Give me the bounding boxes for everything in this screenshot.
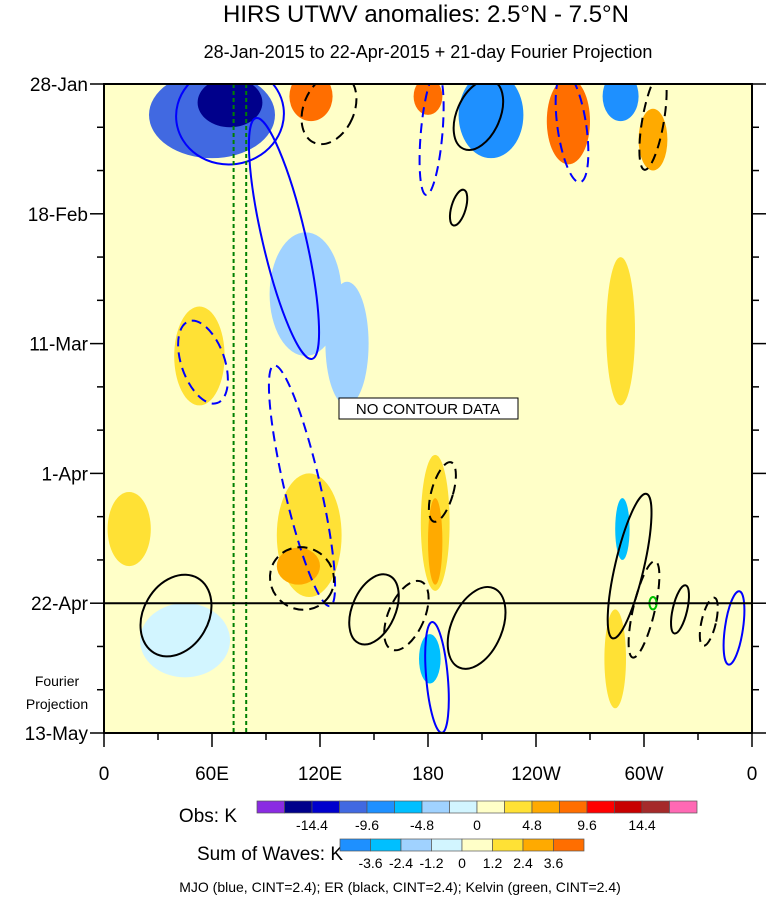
anomaly-region (546, 84, 590, 165)
anomaly-region (107, 491, 151, 567)
colorbar-swatch (339, 838, 371, 852)
anomaly-region (638, 108, 668, 171)
no-contour-text: NO CONTOUR DATA (356, 401, 500, 418)
anomaly-region (482, 603, 554, 678)
contour-er (698, 596, 719, 647)
y-tick-label: 22-Apr (31, 594, 89, 615)
anomaly-region (174, 306, 225, 406)
y-tick-label: 1-Apr (42, 464, 89, 485)
anomaly-region (419, 634, 441, 684)
contour-mjo (177, 319, 229, 405)
projection-label-1: Fourier (35, 673, 80, 689)
x-tick-label: 120W (511, 764, 561, 785)
colorbar-tick-label: 1.2 (483, 855, 503, 871)
colorbar-swatch (531, 800, 560, 814)
colorbar-swatch (586, 800, 615, 814)
contour-mjo (722, 590, 746, 666)
colorbar-swatch (256, 800, 285, 814)
anomaly-region (458, 84, 524, 159)
colorbar-tick-label: 4.8 (522, 817, 542, 833)
obs-colorbar-label: Obs: K (179, 806, 237, 827)
contour-er (348, 573, 400, 646)
colorbar-tick-label: 9.6 (577, 817, 597, 833)
wave-legend-footer: MJO (blue, CINT=2.4); ER (black, CINT=2.… (179, 879, 621, 895)
colorbar-tick-label: 3.6 (544, 855, 564, 871)
x-tick-label: 60W (624, 764, 663, 785)
colorbar-tick-label: -2.4 (389, 855, 413, 871)
anomaly-region (140, 603, 230, 678)
contour-er (446, 586, 507, 670)
contour-mjo (418, 84, 445, 197)
chart-title: HIRS UTWV anomalies: 2.5°N - 7.5°N (223, 1, 629, 28)
contour-er (300, 84, 358, 146)
colorbar-tick-label: -4.8 (410, 817, 434, 833)
contour-er (452, 84, 505, 151)
contour-er (448, 188, 469, 227)
colorbar-tick-label: 14.4 (628, 817, 655, 833)
anomaly-region (325, 281, 369, 406)
x-tick-label: 120E (298, 764, 342, 785)
contour-er (268, 546, 336, 611)
colorbar-tick-label: -9.6 (355, 817, 379, 833)
y-tick-label: 18-Feb (28, 205, 88, 226)
anomaly-region (428, 498, 443, 585)
x-tick-label: 60E (195, 764, 229, 785)
colorbar-tick-label: -3.6 (358, 855, 382, 871)
anomaly-region (615, 498, 630, 560)
x-tick-label: 0 (99, 764, 110, 785)
anomaly-region (289, 84, 333, 122)
colorbar-swatch (284, 800, 313, 814)
colorbar-tick-label: -14.4 (296, 817, 328, 833)
x-tick-label: 180 (412, 764, 444, 785)
contour-er (606, 492, 653, 640)
colorbar-swatch (492, 838, 524, 852)
colorbar-swatch (553, 838, 585, 852)
colorbar-swatch (449, 800, 478, 814)
chart-subtitle: 28-Jan-2015 to 22-Apr-2015 + 21-day Four… (204, 42, 653, 62)
colorbar-swatch (504, 800, 533, 814)
colorbar-tick-label: -1.2 (419, 855, 443, 871)
anomaly-region (671, 207, 725, 332)
colorbar-swatch (431, 838, 463, 852)
colorbar-swatch (476, 800, 505, 814)
projection-label-2: Projection (26, 696, 88, 712)
contour-er (383, 579, 430, 652)
colorbar-swatch (669, 800, 698, 814)
contour-er (427, 461, 457, 523)
colorbar-swatch (641, 800, 670, 814)
y-tick-label: 28-Jan (30, 75, 88, 96)
contour-er (139, 573, 213, 658)
anomaly-region (606, 257, 635, 406)
contour-er (638, 84, 668, 171)
x-tick-label: 0 (747, 764, 758, 785)
anomaly-region (602, 84, 639, 122)
colorbar-swatch (366, 800, 395, 814)
colorbar-swatch (461, 838, 493, 852)
contour-mjo (267, 364, 337, 608)
contour-mjo (247, 117, 321, 361)
colorbar-swatch (394, 800, 423, 814)
y-tick-label: 11-Mar (29, 335, 88, 356)
colorbar-swatch (370, 838, 402, 852)
colorbar-swatch (339, 800, 368, 814)
waves-colorbar-label: Sum of Waves: K (197, 844, 343, 865)
colorbar-swatch (522, 838, 554, 852)
colorbar-swatch (614, 800, 643, 814)
colorbar-tick-label: 0 (458, 855, 466, 871)
colorbar-swatch (559, 800, 588, 814)
colorbar-swatch (311, 800, 340, 814)
anomaly-region (413, 84, 443, 115)
colorbar-tick-label: 2.4 (513, 855, 533, 871)
colorbar-swatch (421, 800, 450, 814)
contour-mjo (554, 84, 590, 184)
colorbar-swatch (400, 838, 432, 852)
contour-er (670, 584, 690, 635)
y-tick-label: 13-May (25, 724, 89, 745)
contour-mjo (175, 84, 285, 166)
no-contour-label: NO CONTOUR DATA (338, 397, 519, 420)
contour-er (627, 560, 661, 659)
colorbar-tick-label: 0 (473, 817, 481, 833)
